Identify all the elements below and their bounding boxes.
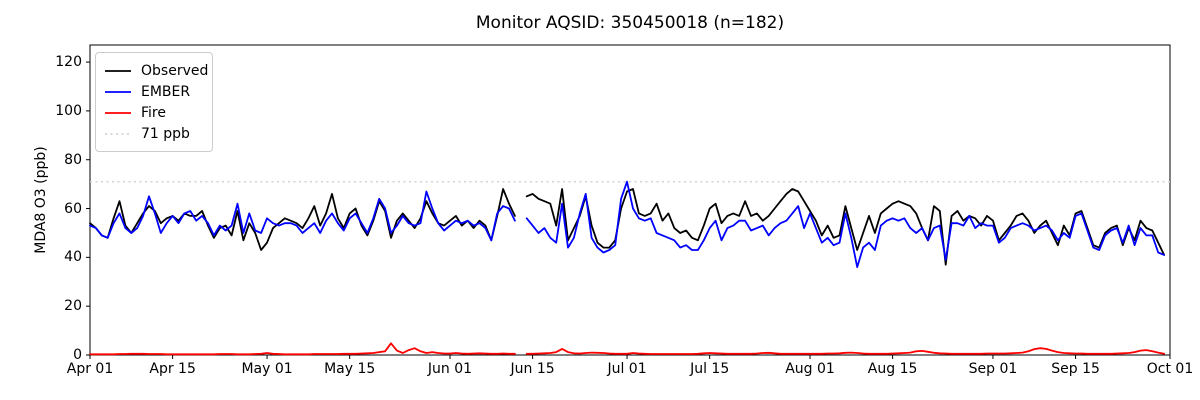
legend-entry-71-ppb: 71 ppb xyxy=(105,123,202,144)
x-tick-label: Sep 15 xyxy=(1051,361,1100,377)
series-line-ember xyxy=(89,180,1165,268)
plot-spines xyxy=(89,44,1171,356)
y-tick-label: 120 xyxy=(55,54,82,71)
legend-label: EMBER xyxy=(141,83,191,100)
x-tick-label: Jun 15 xyxy=(510,361,555,377)
x-tick-label: Jun 01 xyxy=(427,361,473,377)
y-tick-label: 80 xyxy=(64,151,82,168)
legend-line-sample xyxy=(105,132,131,135)
x-tick-label: Jul 15 xyxy=(690,361,730,377)
series-line-fire xyxy=(89,342,1165,356)
chart-title: Monitor AQSID: 350450018 (n=182) xyxy=(475,13,785,33)
legend-entry-ember: EMBER xyxy=(105,81,202,102)
x-tick-label: Aug 15 xyxy=(867,361,918,377)
legend-entry-observed: Observed xyxy=(105,60,208,81)
y-tick-label: 20 xyxy=(64,298,82,315)
legend-line-sample xyxy=(105,111,131,114)
series-line-observed xyxy=(89,188,1165,266)
x-tick-label: Jul 01 xyxy=(607,361,647,377)
x-tick-label: Oct 01 xyxy=(1146,361,1194,377)
x-tick-label: Sep 01 xyxy=(968,361,1018,377)
x-tick-label: May 01 xyxy=(241,361,293,377)
legend-label: Observed xyxy=(141,62,209,79)
legend-label: Fire xyxy=(141,104,166,121)
x-tick-label: Aug 01 xyxy=(785,361,835,377)
x-tick-label: Apr 15 xyxy=(149,361,196,377)
legend-entry-fire: Fire xyxy=(105,102,202,123)
legend-label: 71 ppb xyxy=(141,125,190,142)
legend: Observed EMBER Fire 71 ppb xyxy=(95,52,213,152)
x-tick-label: May 15 xyxy=(324,361,376,377)
y-tick-label: 0 xyxy=(73,347,82,363)
x-tick-label: Apr 01 xyxy=(66,361,114,377)
legend-line-sample xyxy=(105,69,131,72)
y-tick-label: 40 xyxy=(64,249,82,266)
y-tick-label: 100 xyxy=(55,102,82,119)
y-tick-label: 60 xyxy=(64,200,82,217)
legend-line-sample xyxy=(105,90,131,93)
